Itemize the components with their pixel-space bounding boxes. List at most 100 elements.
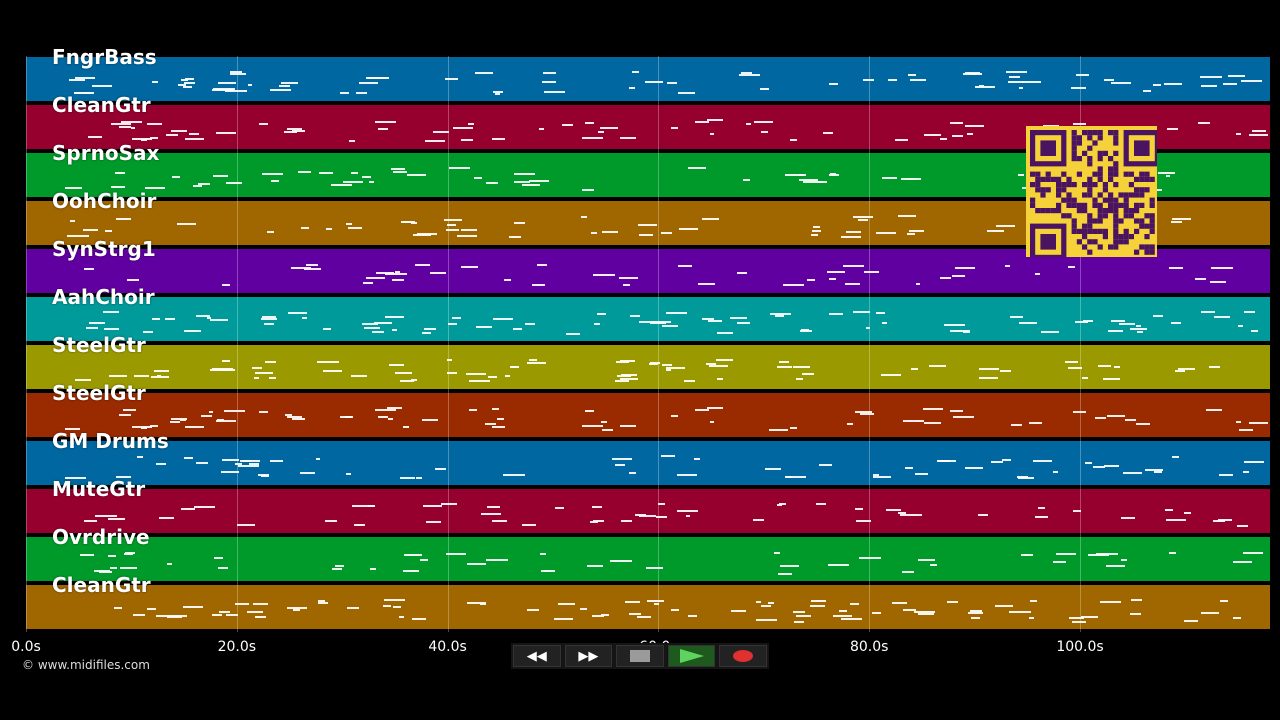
note-mark — [370, 567, 376, 570]
note-mark — [1019, 322, 1038, 325]
note-mark — [901, 570, 914, 573]
note-mark — [419, 558, 428, 561]
note-mark — [854, 507, 864, 510]
note-mark — [497, 417, 505, 420]
note-mark — [346, 606, 359, 609]
note-mark — [737, 322, 750, 325]
note-mark — [581, 188, 595, 191]
note-mark — [842, 264, 865, 267]
note-mark — [909, 230, 924, 233]
time-tick-label: 100.0s — [1056, 639, 1104, 655]
track-label: SteelGtr — [52, 381, 146, 405]
note-mark — [558, 603, 576, 606]
note-mark — [152, 80, 158, 83]
note-mark — [466, 372, 486, 375]
note-mark — [1019, 86, 1024, 89]
note-mark — [729, 317, 747, 320]
note-mark — [715, 359, 733, 362]
note-mark — [457, 235, 477, 238]
note-mark — [83, 268, 95, 271]
note-mark — [1032, 460, 1052, 463]
note-mark — [708, 320, 722, 322]
note-mark — [1218, 473, 1234, 476]
note-mark — [1177, 367, 1196, 370]
note-mark — [947, 601, 959, 604]
note-mark — [622, 283, 631, 286]
note-mark — [1052, 561, 1066, 564]
note-mark — [529, 180, 550, 183]
rewind-button[interactable]: ◀◀ — [513, 645, 561, 667]
note-mark — [698, 283, 715, 286]
note-mark — [346, 222, 352, 225]
note-mark — [1067, 265, 1075, 268]
note-mark — [253, 603, 268, 606]
time-tick-label: 0.0s — [11, 639, 41, 655]
note-mark — [252, 367, 262, 370]
note-mark — [855, 519, 872, 522]
note-mark — [584, 410, 594, 413]
note-mark — [561, 123, 573, 126]
note-mark — [1250, 329, 1258, 332]
note-mark — [1085, 461, 1093, 464]
note-mark — [917, 612, 935, 615]
note-mark — [1251, 130, 1266, 133]
note-mark — [1200, 75, 1222, 78]
note-mark — [64, 476, 86, 479]
note-mark — [527, 609, 539, 612]
play-button[interactable] — [667, 645, 716, 667]
note-mark — [247, 610, 263, 613]
note-mark — [339, 416, 354, 419]
note-mark — [875, 232, 896, 235]
note-mark — [811, 600, 826, 603]
note-mark — [707, 407, 723, 410]
note-mark — [1172, 217, 1191, 220]
note-mark — [910, 78, 927, 81]
note-mark — [475, 71, 494, 74]
note-mark — [151, 317, 161, 320]
note-mark — [64, 186, 83, 189]
note-mark — [132, 614, 146, 617]
note-mark — [164, 318, 175, 321]
note-mark — [670, 609, 680, 612]
play-icon — [679, 649, 704, 663]
note-mark — [429, 272, 447, 275]
note-mark — [596, 313, 606, 316]
note-mark — [636, 616, 652, 619]
note-mark — [792, 611, 805, 614]
note-mark — [840, 618, 863, 621]
note-mark — [114, 171, 126, 174]
note-mark — [847, 422, 853, 425]
note-mark — [580, 607, 588, 610]
note-mark — [973, 73, 982, 76]
note-mark — [759, 87, 770, 90]
note-mark — [87, 135, 103, 138]
note-mark — [178, 83, 186, 86]
note-mark — [1083, 320, 1093, 323]
note-mark — [1037, 506, 1045, 509]
note-mark — [873, 474, 880, 477]
note-mark — [658, 503, 666, 506]
note-mark — [211, 614, 222, 617]
note-mark — [617, 375, 631, 378]
note-mark — [887, 79, 897, 82]
note-mark — [629, 314, 641, 317]
note-mark — [1201, 85, 1218, 88]
note-mark — [621, 520, 632, 523]
note-mark — [677, 264, 692, 267]
stop-button[interactable] — [616, 645, 664, 667]
note-mark — [671, 127, 679, 130]
note-mark — [487, 506, 501, 509]
note-mark — [949, 330, 970, 332]
note-mark — [385, 272, 407, 275]
note-mark — [859, 557, 881, 560]
fast-forward-button[interactable]: ▶▶ — [564, 645, 613, 667]
note-mark — [710, 133, 715, 136]
note-mark — [1165, 175, 1170, 178]
note-mark — [1028, 616, 1034, 619]
note-mark — [219, 611, 231, 614]
note-mark — [461, 139, 473, 142]
note-mark — [746, 122, 752, 125]
record-button[interactable] — [719, 645, 767, 667]
note-mark — [717, 331, 733, 334]
note-mark — [74, 77, 95, 80]
